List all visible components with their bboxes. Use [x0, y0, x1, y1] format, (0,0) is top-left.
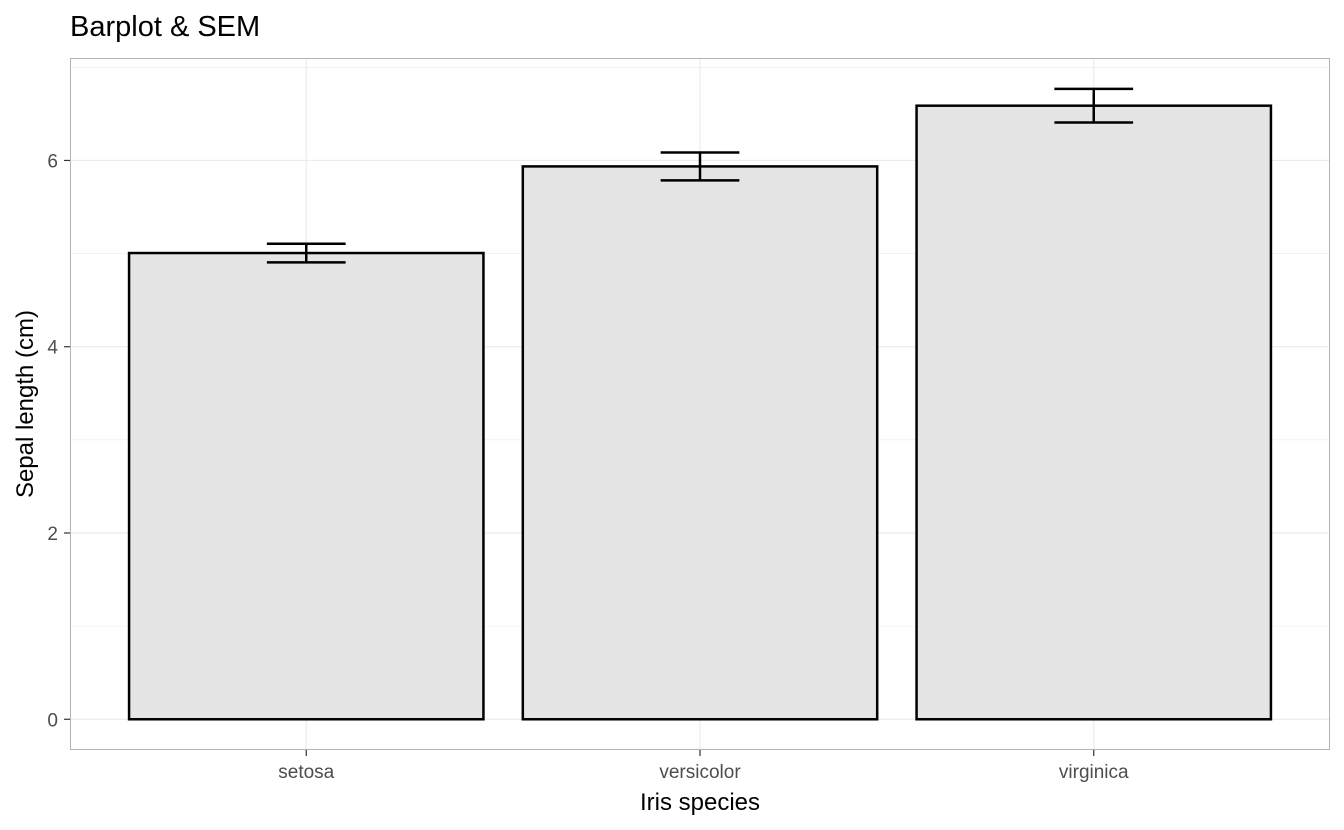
error-bar-virginica	[1054, 87, 1134, 124]
x-tick-label-setosa: setosa	[278, 762, 334, 783]
y-tick-label: 6	[47, 151, 58, 172]
x-axis: setosa versicolor virginica	[278, 750, 1129, 783]
error-bars	[266, 87, 1134, 264]
x-tick-label-virginica: virginica	[1059, 762, 1129, 783]
panel-border	[70, 58, 1330, 750]
x-axis-title: Iris species	[640, 789, 760, 816]
bar-versicolor	[521, 165, 879, 721]
y-axis: 0 2 4 6	[47, 151, 70, 731]
y-tick-label: 0	[47, 710, 58, 731]
chart-title: Barplot & SEM	[70, 11, 260, 43]
bar-setosa	[127, 251, 485, 721]
x-tick-label-versicolor: versicolor	[659, 762, 741, 783]
y-tick-label: 2	[47, 524, 58, 545]
bar-virginica	[915, 104, 1273, 721]
y-axis-title: Sepal length (cm)	[12, 310, 39, 498]
error-bar-versicolor	[660, 151, 740, 182]
bars	[127, 104, 1273, 721]
error-bar-setosa	[266, 242, 346, 264]
y-tick-label: 4	[47, 338, 58, 359]
